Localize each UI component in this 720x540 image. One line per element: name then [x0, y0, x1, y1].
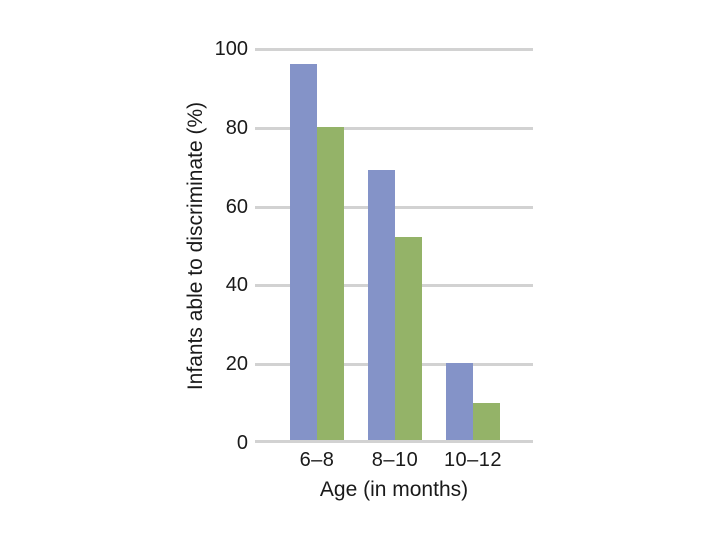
y-tick-label: 100 — [214, 38, 248, 60]
x-tick-label: 10–12 — [443, 449, 503, 471]
bar-green-series — [395, 237, 422, 440]
y-tick-label: 80 — [225, 117, 248, 139]
x-tick-label: 8–10 — [371, 449, 419, 471]
gridline — [255, 127, 533, 130]
gridline — [255, 440, 533, 443]
bar-blue-series — [368, 170, 395, 440]
y-tick-label: 60 — [225, 196, 248, 218]
bar-green-series — [317, 127, 344, 440]
y-tick-label: 20 — [225, 353, 248, 375]
x-axis-title: Age (in months) — [319, 478, 469, 501]
y-axis-tick-labels: 0 20 40 60 80 100 — [178, 39, 248, 453]
plot-area — [255, 48, 533, 443]
bar-blue-series — [290, 64, 317, 440]
x-tick-label: 6–8 — [299, 449, 335, 471]
y-tick-label: 40 — [225, 274, 248, 296]
bar-green-series — [473, 403, 500, 440]
x-axis-tick-labels: 6–8 8–10 10–12 — [255, 448, 533, 474]
bar-blue-series — [446, 363, 473, 440]
gridline — [255, 48, 533, 51]
y-tick-label: 0 — [236, 432, 248, 454]
